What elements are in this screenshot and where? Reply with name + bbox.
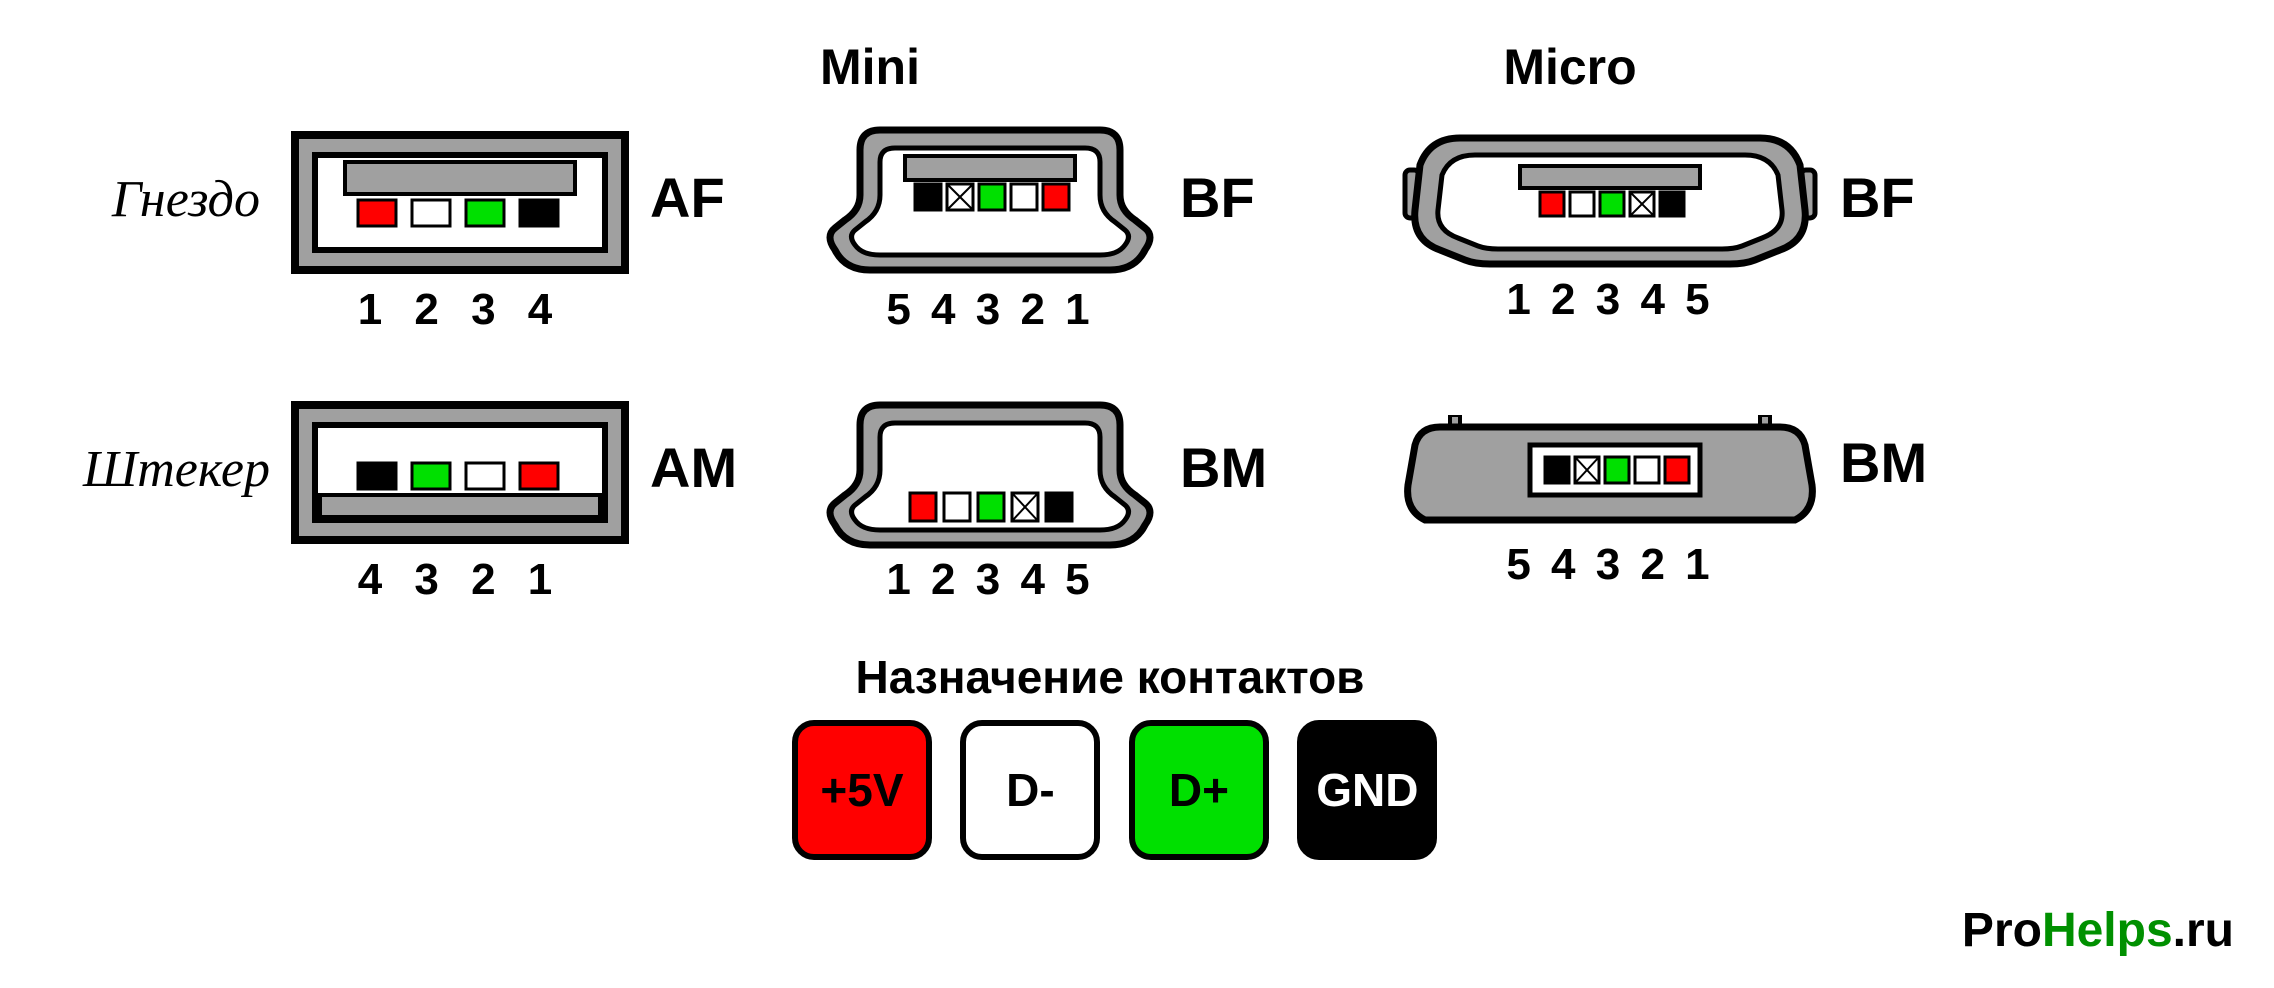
label-mini-bf: BF: [1180, 165, 1255, 230]
label-mini-bm: BM: [1180, 435, 1267, 500]
connector-am: [290, 400, 630, 550]
watermark-helps: Helps: [2042, 904, 2173, 957]
legend-item-dplus: D+: [1129, 720, 1269, 860]
label-micro-bf: BF: [1840, 165, 1915, 230]
header-micro: Micro: [1460, 38, 1680, 96]
label-am: AM: [650, 435, 737, 500]
connector-mini-bm: [820, 395, 1160, 555]
connector-micro-bm: [1400, 415, 1820, 535]
pins-mini-bf: 5 4 3 2 1: [880, 285, 1100, 335]
legend-row: +5V D- D+ GND: [780, 720, 1449, 860]
legend-item-dminus: D-: [960, 720, 1100, 860]
pins-micro-bm: 5 4 3 2 1: [1500, 540, 1720, 590]
legend-title: Назначение контактов: [760, 650, 1460, 704]
legend-item-gnd: GND: [1297, 720, 1437, 860]
label-micro-bm: BM: [1840, 430, 1927, 495]
header-mini: Mini: [770, 38, 970, 96]
connector-af: [290, 130, 630, 280]
connector-mini-bf: [820, 120, 1160, 280]
row-label-socket: Гнездо: [30, 170, 260, 229]
pins-micro-bf: 1 2 3 4 5: [1500, 275, 1720, 325]
row-label-plug: Штекер: [20, 440, 270, 499]
pins-am: 4 3 2 1: [330, 555, 590, 605]
pins-mini-bm: 1 2 3 4 5: [880, 555, 1100, 605]
watermark: ProHelps.ru: [1962, 903, 2234, 958]
pins-af: 1 2 3 4: [330, 285, 590, 335]
label-af: AF: [650, 165, 725, 230]
watermark-pro: Pro: [1962, 904, 2042, 957]
connector-micro-bf: [1400, 130, 1820, 270]
watermark-suffix: .ru: [2173, 904, 2234, 957]
legend-item-5v: +5V: [792, 720, 932, 860]
